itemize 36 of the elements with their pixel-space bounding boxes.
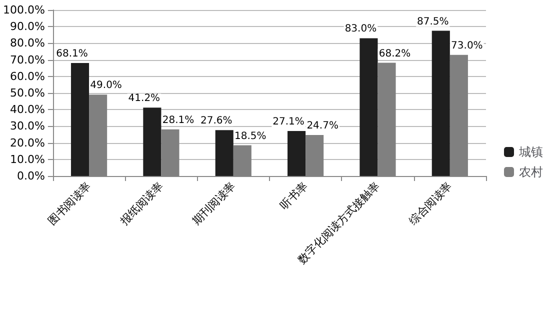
y-tick-label: 80.0% [10, 36, 45, 50]
bar [288, 131, 306, 176]
x-tick-label: 期刊阅读率 [190, 179, 238, 228]
data-label: 49.0% [90, 80, 122, 92]
y-tick-label: 100.0% [2, 4, 45, 16]
y-tick-label: 20.0% [10, 136, 45, 150]
bar [143, 108, 162, 176]
x-tick-label: 综合阅读率 [406, 179, 455, 228]
data-label: 41.2% [128, 93, 160, 104]
y-tick-label: 10.0% [10, 152, 45, 166]
data-label: 83.0% [344, 24, 377, 35]
bar [432, 30, 450, 176]
x-tick-label: 报纸阅读率 [117, 179, 166, 228]
x-tick-label: 听书率 [278, 179, 310, 212]
bar [70, 62, 90, 176]
data-label: 68.2% [378, 48, 411, 60]
y-tick-label: 60.0% [10, 70, 45, 83]
y-tick-label: 50.0% [10, 86, 45, 100]
data-label: 27.1% [272, 116, 304, 128]
y-tick-label: 40.0% [10, 103, 45, 116]
data-label: 18.5% [234, 130, 266, 142]
legend-label: 农村 [519, 165, 543, 179]
bar [215, 130, 234, 176]
y-tick-label: 30.0% [10, 120, 45, 133]
y-tick-label: 90.0% [10, 20, 45, 34]
data-label: 28.1% [162, 114, 194, 126]
y-tick-label: 0.0% [16, 170, 45, 182]
y-tick-label: 70.0% [10, 53, 45, 66]
data-label: 87.5% [417, 16, 449, 28]
data-label: 24.7% [306, 120, 338, 132]
legend-label: 城镇 [518, 145, 543, 159]
x-tick-label: 图书阅读率 [46, 179, 94, 228]
data-label: 73.0% [451, 40, 483, 52]
data-label: 68.1% [56, 48, 88, 60]
bar [360, 38, 378, 176]
data-label: 27.6% [200, 116, 232, 127]
